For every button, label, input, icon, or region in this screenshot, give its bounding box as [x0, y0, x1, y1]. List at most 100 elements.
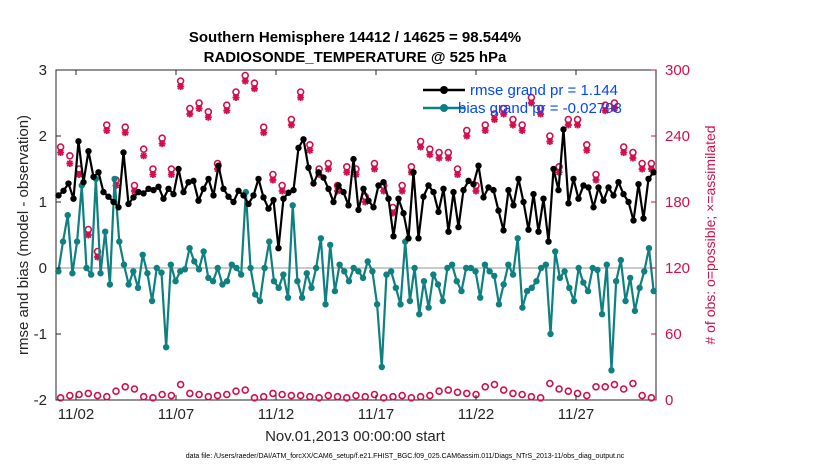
obs-possible-marker: [278, 390, 286, 399]
rmse-point: [430, 188, 437, 196]
obs-assimilated-stroke: [629, 154, 637, 162]
bias-point: [467, 264, 475, 272]
bias-point: [266, 238, 273, 245]
obs-assimilated-marker: [454, 171, 462, 178]
rmse-point: [175, 165, 182, 173]
obs-assimilated-marker: [426, 151, 434, 159]
obs-assimilated-marker: [564, 121, 572, 129]
rmse-point: [205, 175, 212, 183]
y2-tick-label: 180: [665, 194, 690, 211]
legend-rmse-label: rmse grand pr = 1.144: [470, 82, 618, 99]
bias-point: [617, 256, 625, 264]
bias-point: [645, 245, 653, 252]
obs-assimilated-stroke: [195, 105, 203, 112]
rmse-point: [110, 198, 117, 206]
rmse-point: [620, 190, 627, 198]
rmse-point: [225, 193, 232, 200]
obs-assimilated-stroke: [177, 83, 184, 90]
obs-possible-marker: [176, 380, 185, 389]
tick-label-layer: 11/02 11/07 11/12 11/17 11/22 11/27 -2 -1 0 1 2 3 0 6…: [34, 62, 690, 423]
bias-point: [462, 264, 470, 272]
bias-point: [106, 281, 114, 288]
obs-assimilated-marker: [287, 121, 295, 129]
rmse-point: [160, 195, 167, 202]
bias-point: [214, 264, 221, 272]
rmse-point: [495, 207, 502, 214]
obs-possible-marker: [139, 145, 148, 153]
rmse-point: [125, 200, 132, 208]
rmse-point: [100, 188, 107, 196]
rmse-point: [70, 195, 77, 202]
bias-point: [247, 264, 254, 272]
obs-assimilated-marker: [518, 127, 526, 134]
bias-point: [97, 270, 104, 277]
bias-point: [566, 284, 573, 291]
bias-point: [383, 271, 390, 278]
obs-assimilated-stroke: [417, 143, 424, 151]
obs-assimilated-stroke: [445, 154, 452, 162]
bias-point: [144, 270, 151, 277]
rmse-point: [475, 162, 482, 169]
bias-point: [153, 264, 160, 272]
bias-point: [317, 235, 325, 242]
rmse-point: [300, 136, 307, 143]
obs-possible-marker: [379, 393, 388, 402]
obs-assimilated-stroke: [500, 110, 507, 118]
y2-tick-label: 300: [665, 62, 690, 79]
obs-possible-marker: [222, 390, 231, 399]
obs-possible-marker: [342, 393, 351, 402]
obs-possible-marker: [647, 393, 656, 402]
obs-possible-marker: [490, 380, 499, 389]
obs-assimilated-marker: [297, 94, 305, 101]
obs-possible-marker: [435, 387, 443, 396]
rmse-point: [525, 226, 532, 233]
plot-frame: [55, 69, 657, 401]
bias-point: [181, 266, 189, 273]
obs-assimilated-stroke: [168, 171, 175, 178]
rmse-point: [635, 180, 642, 188]
obs-possible-marker: [121, 382, 130, 391]
obs-assimilated-marker: [278, 187, 286, 195]
rmse-point: [535, 228, 542, 235]
bias-point: [341, 268, 348, 275]
bias-point: [491, 272, 498, 280]
rmse-point: [555, 186, 562, 194]
bias-point: [200, 248, 207, 255]
bias-point: [411, 264, 418, 272]
bias-point: [598, 311, 606, 318]
rmse-point: [240, 192, 247, 199]
bias-point: [537, 264, 545, 272]
bias-point: [603, 261, 610, 268]
obs-assimilated-stroke: [611, 105, 618, 112]
bias-point: [561, 268, 568, 275]
bias-point: [228, 261, 235, 268]
bias-point: [458, 287, 465, 295]
rmse-point: [400, 210, 407, 217]
obs-possible-marker: [287, 391, 296, 400]
bias-point: [631, 307, 639, 315]
obs-possible-marker: [453, 388, 462, 397]
rmse-point: [310, 180, 317, 187]
rmse-point: [460, 186, 467, 194]
bias-point: [261, 264, 268, 272]
rmse-point: [510, 202, 517, 209]
obs-assimilated-stroke: [269, 176, 277, 184]
rmse-point: [105, 193, 112, 200]
bias-point: [87, 271, 95, 278]
obs-possible-marker: [444, 386, 453, 394]
obs-possible-marker: [555, 385, 563, 393]
y-axis-label: rmse and bias (model - observation): [15, 115, 32, 355]
obs-possible-marker: [250, 393, 259, 402]
bias-point: [575, 264, 582, 272]
bias-point: [59, 238, 67, 245]
bias-point: [627, 274, 634, 282]
rmse-point: [90, 173, 97, 181]
obs-assimilated-stroke: [371, 165, 378, 173]
bias-point: [191, 258, 198, 265]
obs-assimilated-stroke: [435, 154, 443, 162]
obs-possible-marker: [56, 393, 65, 402]
obs-assimilated-stroke: [472, 187, 480, 195]
bias-point: [425, 304, 432, 311]
obs-possible-marker: [536, 393, 545, 402]
bias-point: [111, 175, 118, 183]
